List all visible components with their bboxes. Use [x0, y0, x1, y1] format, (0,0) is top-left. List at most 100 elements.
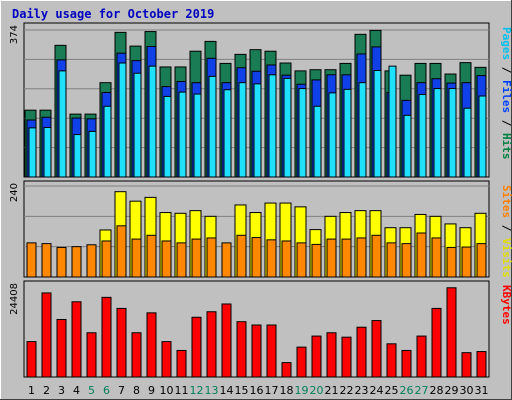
bar-kbytes: [476, 351, 487, 378]
bar-sites: [56, 246, 67, 278]
bar-sites: [71, 246, 82, 278]
x-tick-label: 22: [340, 384, 354, 397]
x-tick-label: 6: [103, 384, 110, 397]
panel-visitors-legend: Sites / Visits: [500, 185, 512, 278]
x-tick-label: 26: [400, 384, 414, 397]
x-tick-label: 7: [118, 384, 125, 397]
bar-pages: [58, 70, 67, 178]
bar-kbytes: [386, 343, 397, 378]
x-tick-label: 2: [43, 384, 50, 397]
bar-kbytes: [236, 321, 247, 378]
bar-sites: [431, 237, 442, 278]
bar-sites: [251, 237, 262, 278]
bar-kbytes: [296, 346, 307, 378]
x-tick-label: 18: [280, 384, 294, 397]
bar-sites: [41, 243, 52, 278]
legend-sites: Sites: [500, 185, 512, 218]
bar-kbytes: [56, 318, 67, 378]
bar-sites: [26, 242, 37, 278]
bar-kbytes: [146, 312, 157, 378]
bar-kbytes: [431, 307, 442, 378]
bar-kbytes: [251, 324, 262, 378]
bar-sites: [416, 232, 427, 278]
panel-requests: 374 Pages / Files / Hits: [9, 22, 512, 178]
x-tick-label: 21: [325, 384, 339, 397]
bar-kbytes: [41, 292, 52, 378]
bar-pages: [148, 65, 157, 178]
bar-kbytes: [266, 324, 277, 378]
bar-kbytes: [206, 311, 217, 378]
bar-pages: [103, 105, 112, 178]
bar-kbytes: [311, 335, 322, 378]
legend-separator: /: [500, 218, 512, 238]
legend-separator: /: [500, 113, 512, 133]
x-tick-label: 19: [295, 384, 309, 397]
bar-pages: [73, 134, 82, 178]
x-tick-label: 28: [430, 384, 444, 397]
panel-requests-legend: Pages / Files / Hits: [500, 27, 512, 160]
bar-sites: [176, 242, 187, 278]
series-kbytes: [26, 287, 487, 378]
bar-pages: [208, 75, 217, 178]
bar-kbytes: [371, 320, 382, 378]
panel-kbytes-legend: KBytes: [500, 285, 512, 325]
legend-kbytes: KBytes: [500, 285, 512, 325]
panel-kbytes-ymax-label: 24408: [9, 283, 20, 315]
bar-pages: [373, 69, 382, 178]
bar-kbytes: [26, 341, 37, 378]
bar-sites: [356, 237, 367, 278]
bar-sites: [86, 244, 97, 278]
bar-pages: [478, 95, 487, 178]
legend-visits: Visits: [500, 238, 512, 278]
bar-pages: [283, 77, 292, 178]
x-tick-label: 25: [385, 384, 399, 397]
x-tick-label: 16: [250, 384, 264, 397]
x-tick-label: 8: [133, 384, 140, 397]
bar-kbytes: [446, 287, 457, 378]
bar-pages: [268, 74, 277, 178]
bar-sites: [131, 238, 142, 278]
chart-panels: 374 Pages / Files / Hits 240 Sites / Visits…: [9, 22, 512, 378]
bar-sites: [281, 240, 292, 278]
bar-kbytes: [131, 332, 142, 378]
bar-sites: [401, 243, 412, 278]
bar-kbytes: [341, 336, 352, 378]
bar-kbytes: [116, 307, 127, 378]
panel-kbytes: 24408 KBytes: [9, 280, 512, 378]
legend-separator: /: [500, 60, 512, 80]
bar-pages: [298, 88, 307, 178]
bar-sites: [341, 238, 352, 278]
x-tick-label: 15: [235, 384, 249, 397]
bar-sites: [371, 234, 382, 278]
x-tick-label: 14: [220, 384, 234, 397]
bar-sites: [446, 246, 457, 278]
bar-pages: [358, 82, 367, 178]
bar-sites: [476, 243, 487, 278]
panel-visitors-ymax-label: 240: [9, 183, 20, 202]
bar-kbytes: [221, 303, 232, 378]
bar-pages: [433, 88, 442, 178]
x-tick-label: 31: [475, 384, 489, 397]
bar-pages: [193, 93, 202, 178]
x-tick-label: 12: [190, 384, 204, 397]
bar-sites: [116, 225, 127, 278]
bar-kbytes: [161, 341, 172, 378]
bar-pages: [313, 105, 322, 178]
x-tick-label: 17: [265, 384, 279, 397]
bar-kbytes: [326, 332, 337, 378]
bar-pages: [238, 82, 247, 178]
bar-sites: [311, 243, 322, 278]
bar-sites: [206, 237, 217, 278]
bar-kbytes: [71, 301, 82, 378]
x-tick-label: 13: [205, 384, 219, 397]
panel-visitors: 240 Sites / Visits: [9, 180, 512, 278]
bar-sites: [386, 242, 397, 278]
bar-pages: [163, 95, 172, 178]
x-tick-label: 3: [58, 384, 65, 397]
series-sites: [26, 225, 487, 278]
bar-pages: [28, 127, 37, 178]
x-tick-label: 24: [370, 384, 384, 397]
bar-kbytes: [461, 352, 472, 378]
bar-pages: [328, 92, 337, 178]
